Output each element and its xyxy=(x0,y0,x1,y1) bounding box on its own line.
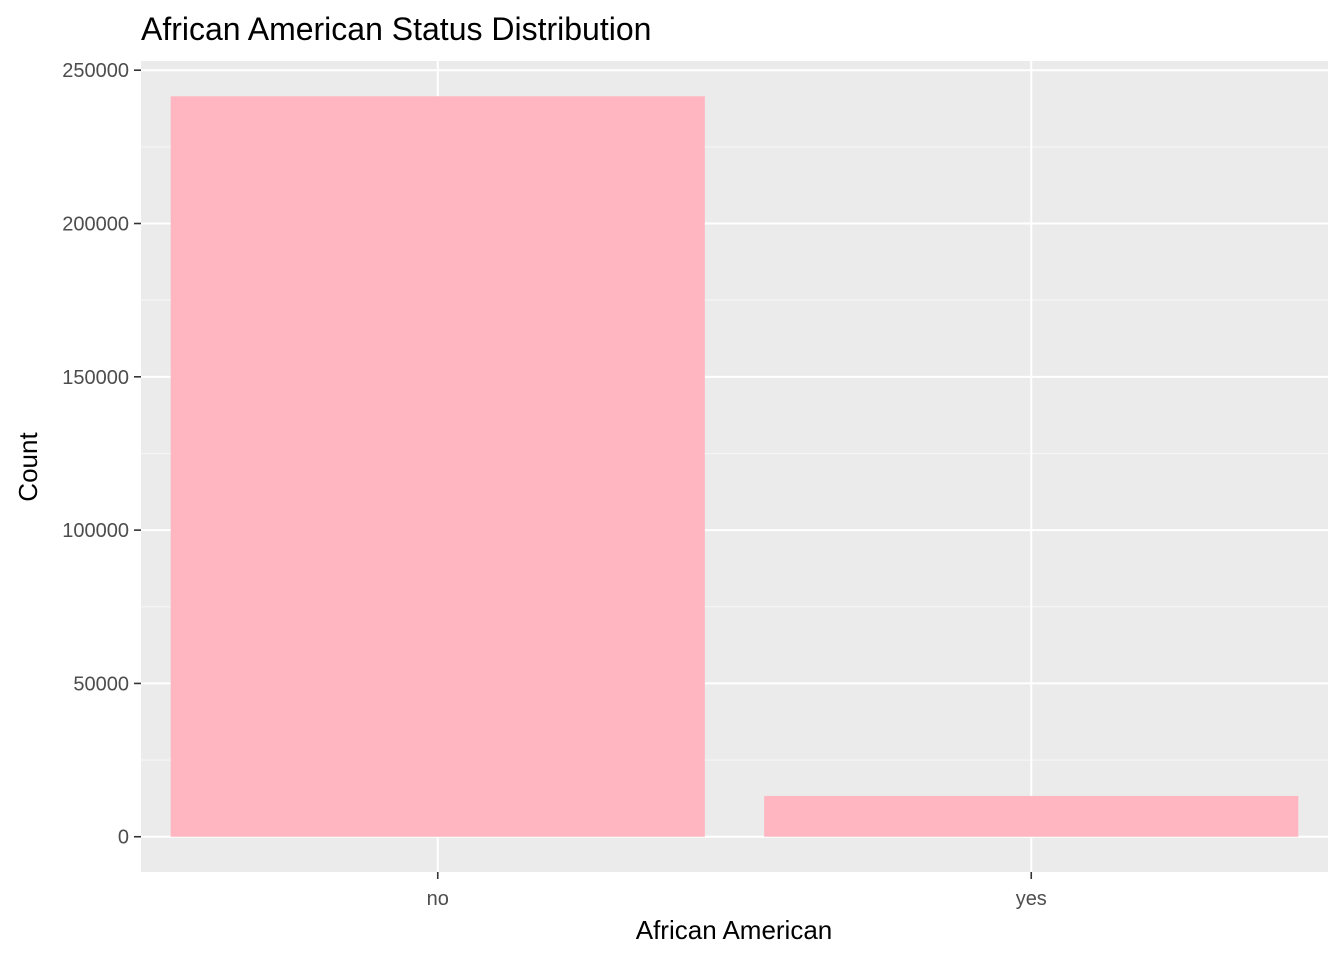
y-axis-title: Count xyxy=(13,432,43,502)
x-tick-label-yes: yes xyxy=(1016,888,1047,910)
y-tick-label: 250000 xyxy=(62,60,129,82)
chart-title: African American Status Distribution xyxy=(141,11,651,47)
x-axis-title: African American xyxy=(636,915,833,945)
y-tick-label: 0 xyxy=(118,827,129,849)
y-axis: 0 50000 100000 150000 200000 250000 xyxy=(62,60,141,849)
y-tick-label: 200000 xyxy=(62,214,129,236)
y-tick-label: 50000 xyxy=(73,673,129,695)
x-axis: no yes xyxy=(427,872,1047,910)
bars xyxy=(170,96,1299,837)
y-tick-label: 100000 xyxy=(62,520,129,542)
bar-yes xyxy=(764,795,1299,837)
x-tick-label-no: no xyxy=(427,888,449,910)
y-tick-label: 150000 xyxy=(62,367,129,389)
bar-no xyxy=(170,96,705,837)
